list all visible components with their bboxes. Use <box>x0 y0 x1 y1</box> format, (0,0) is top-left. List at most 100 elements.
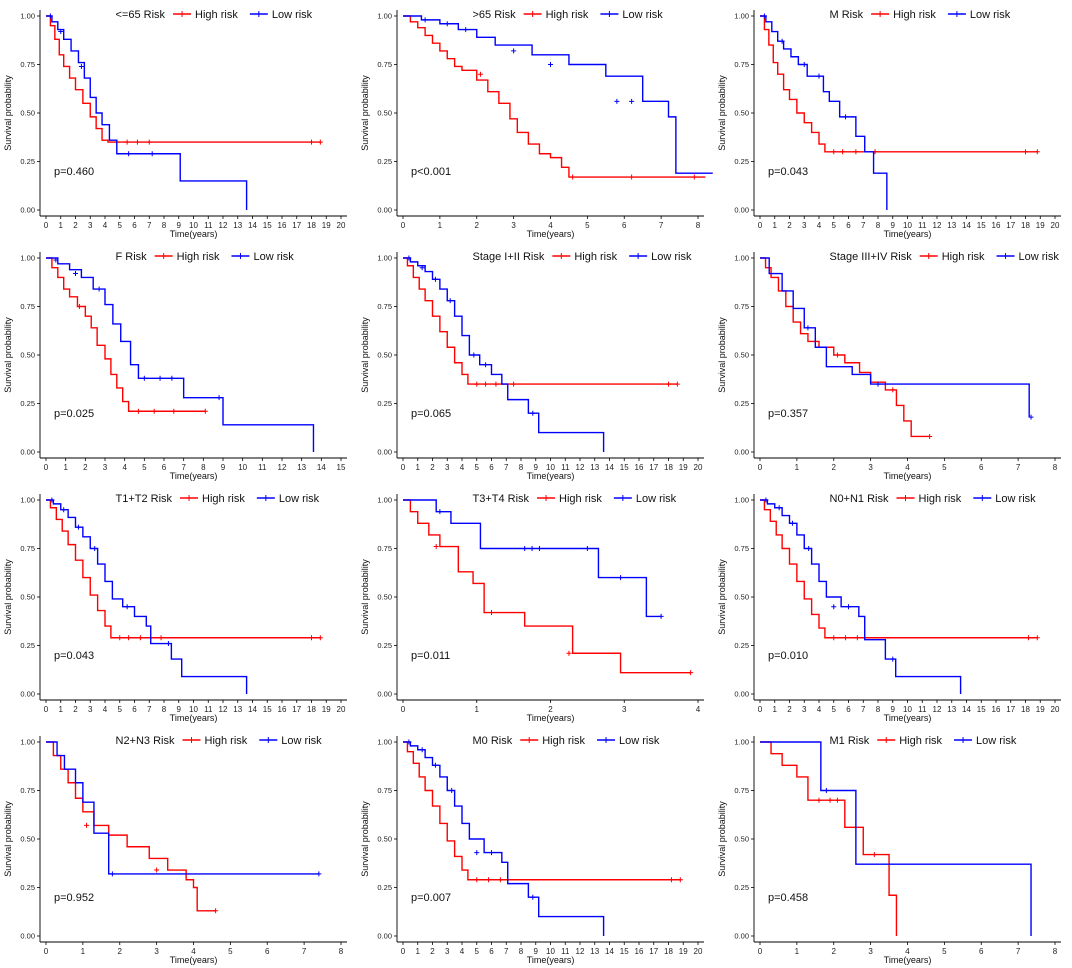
legend-low-risk-censor <box>255 11 262 17</box>
x-tick-label: 20 <box>1051 221 1060 230</box>
x-tick-label: 0 <box>401 463 406 472</box>
x-tick-label: 3 <box>88 221 93 230</box>
low-risk-curve <box>46 499 248 694</box>
x-tick-label: 5 <box>475 463 480 472</box>
legend-low-risk-label: Low risk <box>1019 251 1060 263</box>
x-tick-label: 5 <box>942 463 947 472</box>
legend-high-risk-censor <box>529 11 536 17</box>
y-axis-label: Survival probability <box>3 801 13 877</box>
x-tick-label: 7 <box>659 221 664 230</box>
censor-mark <box>216 395 222 401</box>
x-axis-label: Time(years) <box>527 955 575 965</box>
censor-mark <box>406 739 412 745</box>
x-tick-label: 14 <box>605 947 614 956</box>
chart-title: T1+T2 Risk <box>116 493 173 505</box>
censor-mark <box>668 877 674 883</box>
censor-mark <box>570 174 576 180</box>
y-tick-label: 0.50 <box>377 351 392 360</box>
x-tick-label: 7 <box>861 705 866 714</box>
x-tick-label: 19 <box>322 221 331 230</box>
km-panel: 0 1 2 3 4 5 6 7 8 0.00 0.25 0.50 0.75 1.00 Time(years)… <box>714 726 1071 968</box>
km-chart: 0 1 2 3 4 5 6 7 8 9 10 11 12 13 14 150.000.250.500.751.… <box>3 251 347 481</box>
y-tick-label: 1.00 <box>377 496 392 505</box>
x-tick-label: 4 <box>696 705 701 714</box>
legend-high-risk-label: High risk <box>899 735 942 747</box>
censor-mark <box>151 408 157 414</box>
censor-mark <box>840 149 846 155</box>
y-tick-label: 1.00 <box>734 254 749 263</box>
legend-low-risk-censor <box>265 737 272 743</box>
y-tick-label: 0.00 <box>20 448 35 457</box>
censor-mark <box>816 797 822 803</box>
y-tick-label: 0.75 <box>734 60 749 69</box>
x-tick-label: 18 <box>664 463 673 472</box>
censor-mark <box>432 762 438 768</box>
km-chart: 0 1 2 3 4 5 6 7 8 0.00 0.25 0.50 0.75 1.00 Time(years)… <box>3 735 347 965</box>
high-risk-curve <box>403 15 706 178</box>
y-tick-label: 0.00 <box>20 206 35 215</box>
x-tick-label: 11 <box>918 221 927 230</box>
censor-mark <box>483 362 489 368</box>
y-tick-label: 0.50 <box>734 593 749 602</box>
km-chart: 0 1 2 3 4 5 6 7 8 9 10 11 12 13 14 15 16 17 18 19 200.000.25… <box>717 9 1061 239</box>
legend-low-risk-label: Low risk <box>651 251 692 263</box>
censor-mark <box>614 98 620 104</box>
censor-mark <box>474 877 480 883</box>
censor-mark <box>1034 635 1040 641</box>
legend-high-risk-censor <box>179 11 186 17</box>
legend-low-risk-label: Low risk <box>995 493 1036 505</box>
x-tick-label: 3 <box>511 221 516 230</box>
x-tick-label: 1 <box>59 221 64 230</box>
x-tick-label: 1 <box>795 947 800 956</box>
y-tick-label: 0.50 <box>20 351 35 360</box>
x-tick-label: 3 <box>622 705 627 714</box>
y-axis-label: Survival probability <box>717 559 727 635</box>
x-tick-label: 14 <box>248 705 257 714</box>
censor-mark <box>433 544 439 550</box>
x-tick-label: 7 <box>504 947 509 956</box>
x-tick-label: 9 <box>891 705 896 714</box>
y-tick-label: 0.00 <box>20 932 35 941</box>
x-tick-label: 14 <box>248 221 257 230</box>
y-tick-label: 1.00 <box>377 12 392 21</box>
censor-mark <box>316 871 322 877</box>
censor-mark <box>126 151 132 157</box>
high-risk-curve <box>46 499 321 639</box>
x-tick-label: 5 <box>118 221 123 230</box>
legend-low-risk-label: Low risk <box>279 493 320 505</box>
legend-high-risk-label: High risk <box>177 251 220 263</box>
x-tick-label: 20 <box>337 705 346 714</box>
chart-title: M Risk <box>830 9 864 21</box>
x-tick-label: 11 <box>258 463 267 472</box>
censor-mark <box>124 604 130 610</box>
legend-high-risk-censor <box>543 495 550 501</box>
y-tick-label: 0.75 <box>377 60 392 69</box>
x-tick-label: 3 <box>88 705 93 714</box>
y-tick-label: 1.00 <box>377 738 392 747</box>
x-tick-label: 3 <box>802 705 807 714</box>
x-tick-label: 3 <box>868 463 873 472</box>
legend-high-risk-label: High risk <box>205 735 248 747</box>
x-tick-label: 5 <box>228 947 233 956</box>
x-tick-label: 5 <box>142 463 147 472</box>
censor-mark <box>1025 635 1031 641</box>
censor-mark <box>846 604 851 610</box>
censor-mark <box>489 850 494 856</box>
legend-low-risk-label: Low risk <box>976 735 1017 747</box>
x-tick-label: 9 <box>534 463 539 472</box>
x-tick-label: 8 <box>876 705 881 714</box>
legend-high-risk-censor <box>883 737 890 743</box>
x-axis-label: Time(years) <box>884 471 932 481</box>
x-tick-label: 4 <box>905 463 910 472</box>
high-risk-curve <box>46 15 321 143</box>
censor-mark <box>486 877 492 883</box>
x-tick-label: 2 <box>430 463 435 472</box>
x-tick-label: 15 <box>337 463 346 472</box>
chart-title: M1 Risk <box>830 735 870 747</box>
y-tick-label: 0.75 <box>20 60 35 69</box>
x-tick-label: 11 <box>561 947 570 956</box>
legend-low-risk-censor <box>237 253 244 259</box>
y-tick-label: 0.50 <box>734 351 749 360</box>
x-tick-label: 15 <box>977 221 986 230</box>
censor-mark <box>171 408 177 414</box>
